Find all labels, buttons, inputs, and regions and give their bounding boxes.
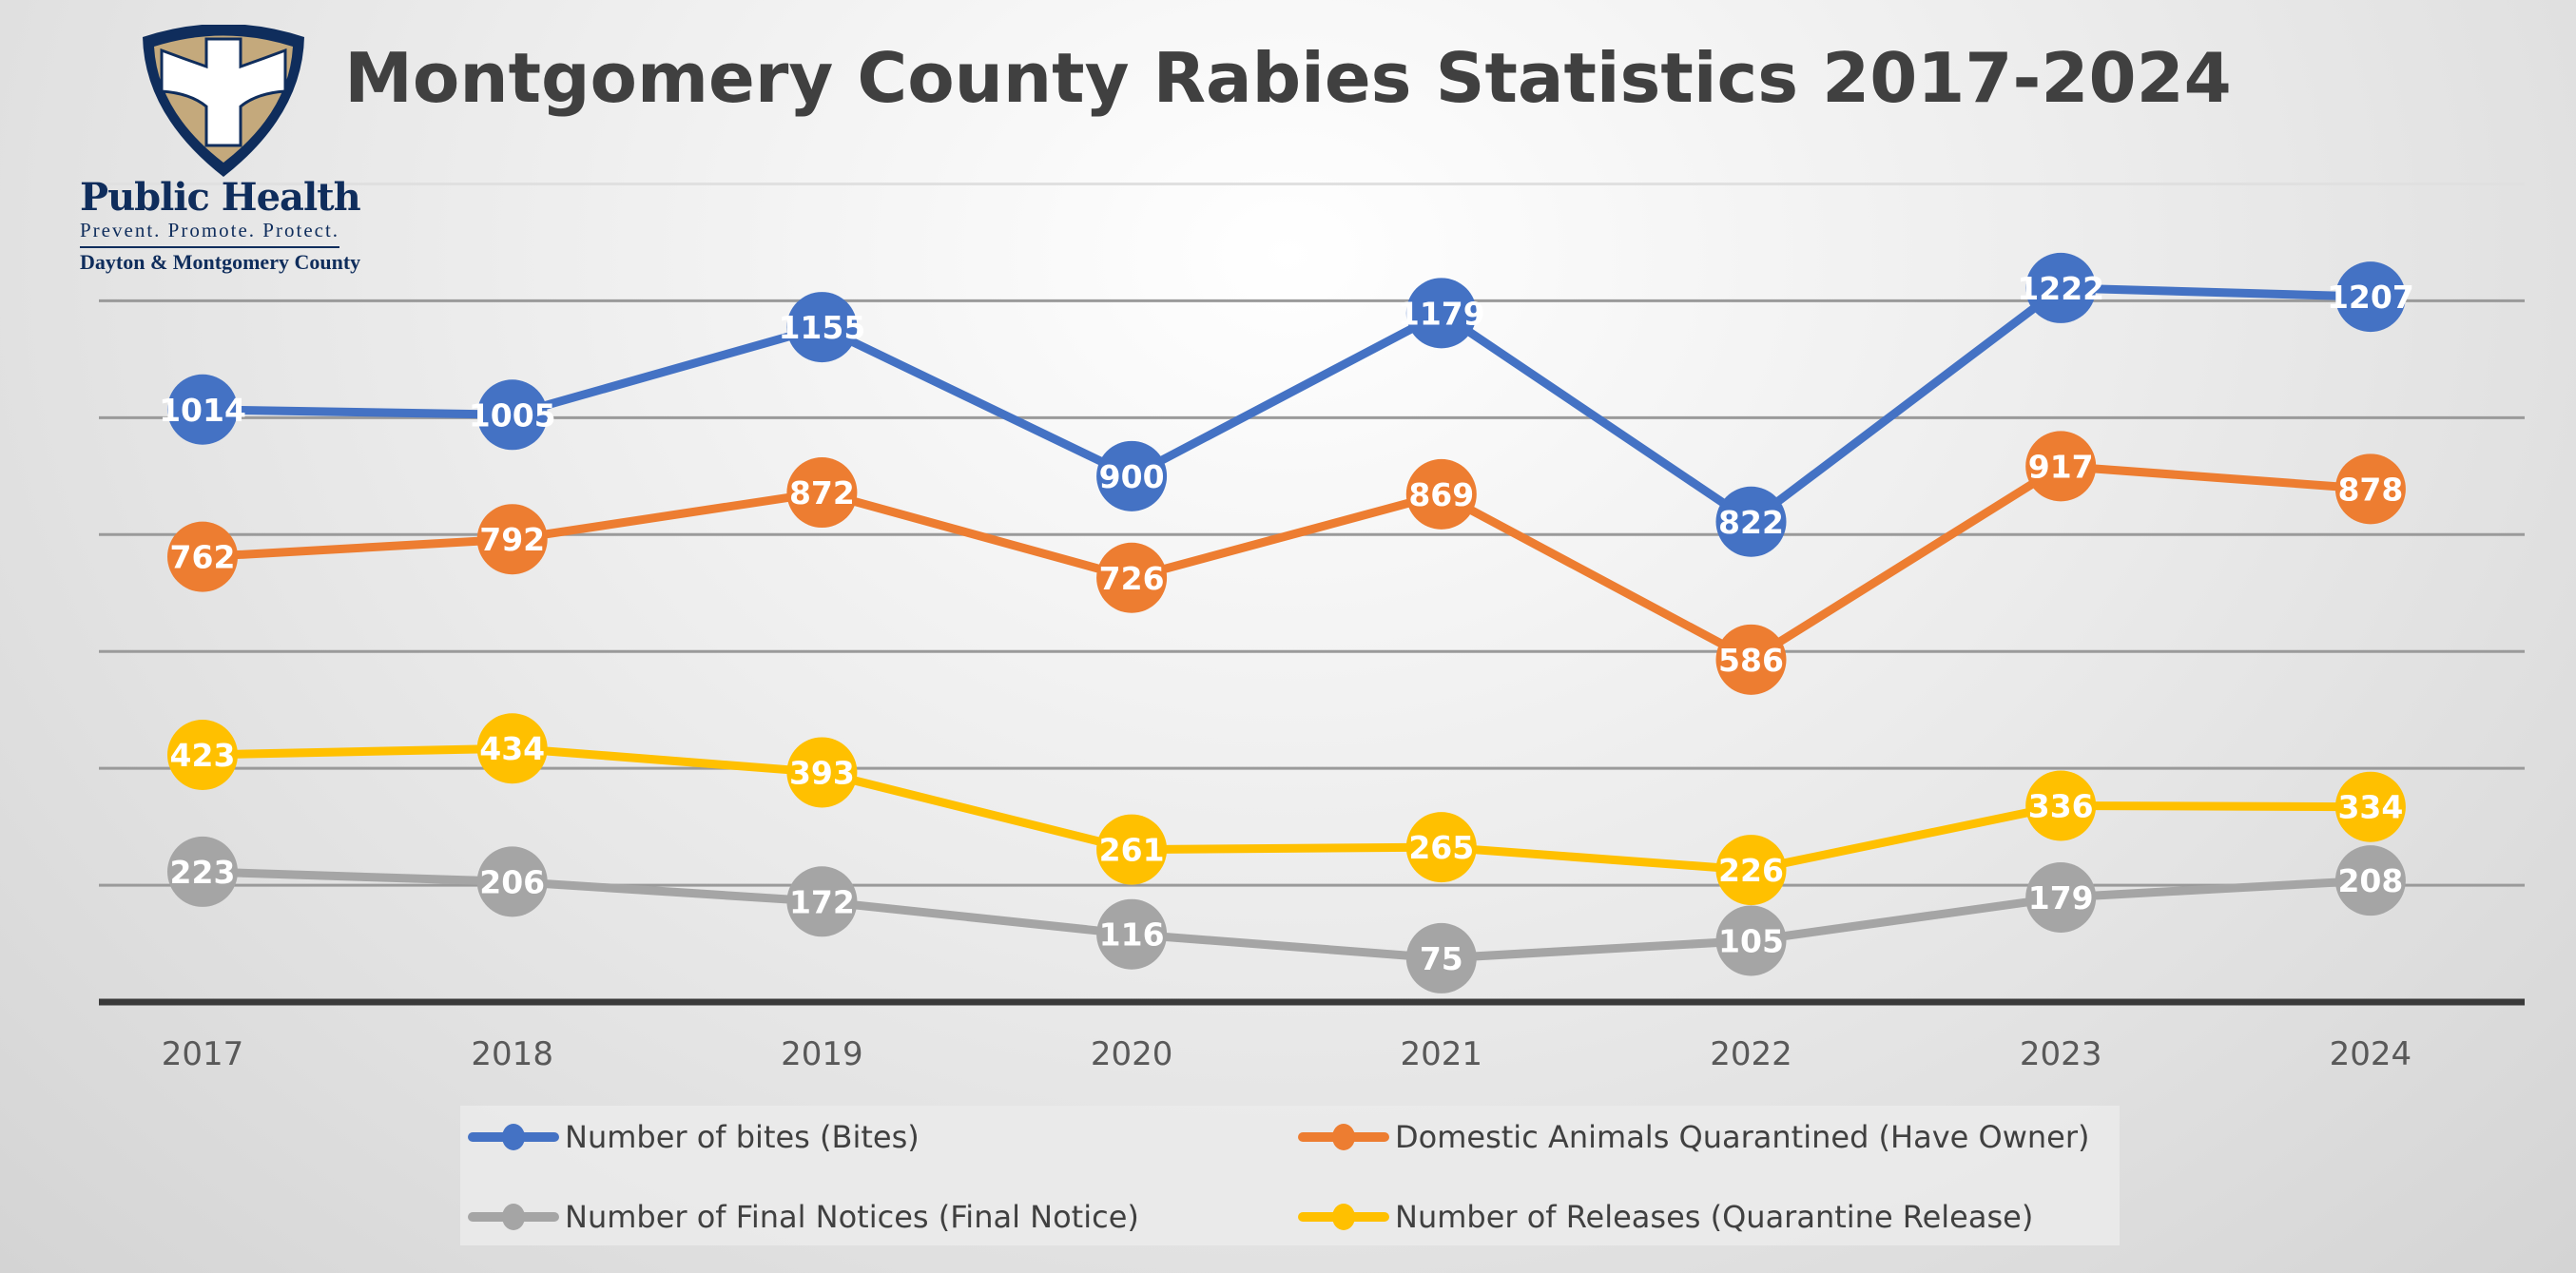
data-label: 878 — [2337, 471, 2403, 508]
data-label: 900 — [1099, 458, 1165, 495]
legend-marker — [1298, 1120, 1389, 1154]
data-point — [1405, 278, 1477, 349]
data-point — [476, 713, 548, 784]
data-label: 423 — [170, 737, 236, 774]
logo-tagline: Prevent. Promote. Protect. — [80, 219, 340, 248]
data-label: 434 — [479, 730, 545, 767]
data-label: 206 — [479, 863, 545, 900]
legend-item-quarantined: Domestic Animals Quarantined (Have Owner… — [1298, 1119, 2089, 1155]
x-tick-label: 2019 — [781, 1035, 863, 1073]
data-label: 1222 — [2017, 270, 2104, 307]
legend-label: Number of Releases (Quarantine Release) — [1395, 1199, 2034, 1235]
data-point — [2025, 861, 2097, 933]
data-label: 179 — [2028, 879, 2094, 916]
series-line — [202, 867, 2372, 963]
legend-marker — [468, 1200, 559, 1234]
data-label: 226 — [1718, 852, 1784, 889]
data-label: 223 — [170, 854, 236, 891]
shield-cross-icon — [143, 24, 304, 177]
legend-marker — [1298, 1200, 1389, 1234]
data-label: 872 — [789, 474, 855, 511]
data-label: 586 — [1718, 642, 1784, 679]
legend-item-bites: Number of bites (Bites) — [468, 1119, 920, 1155]
data-point — [1405, 458, 1477, 530]
data-point — [786, 737, 858, 808]
data-label: 726 — [1099, 560, 1165, 597]
x-tick-label: 2018 — [471, 1035, 553, 1073]
data-label: 265 — [1408, 829, 1474, 866]
data-label: 393 — [789, 754, 855, 791]
data-point — [1096, 814, 1168, 885]
data-point — [786, 292, 858, 363]
data-label: 1005 — [469, 396, 556, 434]
data-label: 261 — [1099, 832, 1165, 869]
data-point — [167, 374, 238, 445]
data-label: 75 — [1420, 940, 1463, 977]
data-point — [786, 866, 858, 937]
x-tick-label: 2017 — [162, 1035, 244, 1073]
data-point — [1405, 812, 1477, 883]
data-label: 822 — [1718, 504, 1784, 541]
chart-title: Montgomery County Rabies Statistics 2017… — [344, 38, 2232, 118]
data-label: 869 — [1408, 476, 1474, 513]
data-label: 334 — [2337, 789, 2403, 826]
x-tick-label: 2023 — [2020, 1035, 2102, 1073]
data-point — [2025, 431, 2097, 502]
x-tick-label: 2022 — [1710, 1035, 1792, 1073]
data-point — [2025, 770, 2097, 841]
data-point — [1715, 835, 1787, 906]
data-point — [1096, 898, 1168, 970]
data-point — [1715, 486, 1787, 557]
data-label: 172 — [789, 883, 855, 920]
data-point — [167, 720, 238, 791]
data-label: 792 — [479, 521, 545, 558]
x-tick-label: 2021 — [1401, 1035, 1483, 1073]
data-label: 1014 — [159, 392, 246, 429]
series-line — [202, 461, 2372, 665]
data-point — [1715, 624, 1787, 695]
series-line — [202, 743, 2371, 875]
data-point — [2334, 771, 2406, 842]
data-point — [2025, 252, 2097, 323]
data-label: 1155 — [778, 309, 865, 346]
public-health-logo: Public Health Prevent. Promote. Protect.… — [76, 24, 371, 281]
data-label: 116 — [1099, 916, 1165, 954]
data-point — [786, 457, 858, 529]
data-point — [1405, 922, 1477, 993]
legend-label: Number of bites (Bites) — [565, 1119, 920, 1155]
data-point — [2334, 261, 2406, 333]
data-label: 1207 — [2327, 279, 2414, 316]
series-line — [202, 283, 2372, 527]
logo-name: Public Health — [80, 175, 361, 220]
data-point — [1096, 440, 1168, 511]
data-point — [1096, 542, 1168, 613]
data-point — [476, 846, 548, 917]
data-point — [476, 504, 548, 575]
data-point — [476, 379, 548, 451]
data-label: 105 — [1718, 922, 1784, 959]
data-label: 1179 — [1398, 295, 1485, 332]
data-point — [2334, 453, 2406, 525]
data-label: 208 — [2337, 862, 2403, 899]
legend-item-releases: Number of Releases (Quarantine Release) — [1298, 1199, 2033, 1235]
logo-region: Dayton & Montgomery County — [80, 250, 361, 274]
legend-item-final-notices: Number of Final Notices (Final Notice) — [468, 1199, 1139, 1235]
legend: Number of bites (Bites) Domestic Animals… — [460, 1106, 2120, 1245]
data-point — [167, 836, 238, 907]
legend-label: Number of Final Notices (Final Notice) — [565, 1199, 1139, 1235]
x-tick-label: 2020 — [1091, 1035, 1173, 1073]
data-label: 336 — [2028, 787, 2094, 824]
data-point — [167, 521, 238, 592]
legend-marker — [468, 1120, 559, 1154]
data-label: 762 — [170, 539, 236, 576]
data-point — [2334, 845, 2406, 916]
data-point — [1715, 905, 1787, 976]
data-label: 917 — [2028, 448, 2094, 485]
x-tick-label: 2024 — [2330, 1035, 2412, 1073]
legend-label: Domestic Animals Quarantined (Have Owner… — [1395, 1119, 2090, 1155]
